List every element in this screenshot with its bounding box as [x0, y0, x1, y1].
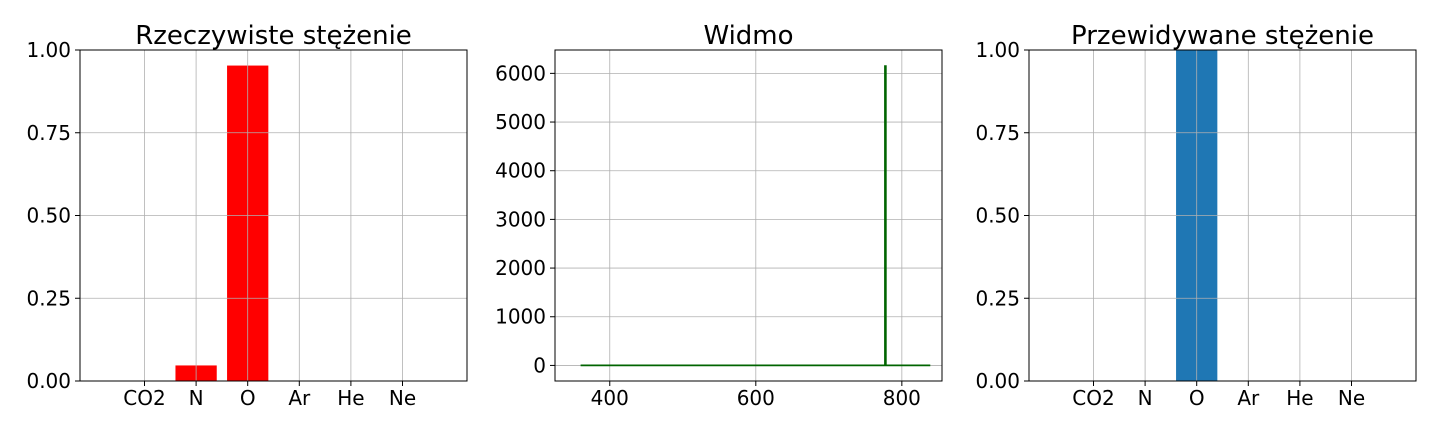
- chart-title: Widmo: [703, 21, 793, 51]
- y-tick-label: 6000: [495, 61, 546, 85]
- y-tick-label: 0: [533, 353, 546, 377]
- x-tick-label: 800: [883, 386, 921, 410]
- x-tick-label: He: [337, 386, 364, 410]
- y-tick-label: 0.00: [26, 369, 71, 393]
- y-tick-label: 0.25: [975, 286, 1020, 310]
- y-tick-label: 5000: [495, 110, 546, 134]
- grid: [555, 50, 942, 381]
- x-tick-label: N: [189, 386, 204, 410]
- chart-predicted-concentration: Przewidywane stężenie CO2 N O Ar He Ne 0.00 0.2…: [975, 21, 1417, 410]
- x-tick-label: CO2: [123, 386, 165, 410]
- x-tick-label: Ar: [1237, 386, 1260, 410]
- y-tick-label: 2000: [495, 256, 546, 280]
- y-tick-label: 1000: [495, 305, 546, 329]
- y-tick-label: 0.00: [975, 369, 1020, 393]
- y-tick-label: 1.00: [26, 38, 71, 62]
- x-tick-label: CO2: [1072, 386, 1114, 410]
- x-tick-label: Ar: [288, 386, 311, 410]
- plot-frame: [1028, 49, 1417, 382]
- x-tick-label: Ne: [389, 386, 416, 410]
- plot-frame: [79, 49, 468, 382]
- y-tick-label: 0.50: [975, 204, 1020, 228]
- y-tick-label: 0.25: [26, 286, 71, 310]
- chart-title: Rzeczywiste stężenie: [135, 21, 412, 51]
- y-tick-label: 0.75: [26, 121, 71, 145]
- y-tick-label: 0.75: [975, 121, 1020, 145]
- x-tick-label: O: [240, 386, 256, 410]
- y-tick-label: 4000: [495, 159, 546, 183]
- x-tick-label: Ne: [1338, 386, 1365, 410]
- chart-spectrum: Widmo 400 600 800 0 1000 2000 3000 4000 5000 6000: [495, 21, 943, 410]
- grid: [80, 49, 467, 382]
- grid: [1029, 49, 1416, 382]
- y-tick-label: 0.50: [26, 204, 71, 228]
- x-tick-label: He: [1286, 386, 1313, 410]
- x-tick-label: N: [1138, 386, 1153, 410]
- spectrum-line: [580, 65, 931, 367]
- x-tick-label: O: [1189, 386, 1205, 410]
- chart-title: Przewidywane stężenie: [1071, 21, 1374, 51]
- x-tick-label: 600: [737, 386, 775, 410]
- y-tick-label: 1.00: [975, 38, 1020, 62]
- plot-frame: [554, 49, 943, 382]
- chart-actual-concentration: Rzeczywiste stężenie CO2 N O Ar He Ne 0.00 0.25…: [26, 21, 468, 410]
- bars: [175, 65, 269, 381]
- y-tick-label: 3000: [495, 207, 546, 231]
- x-tick-label: 400: [591, 386, 629, 410]
